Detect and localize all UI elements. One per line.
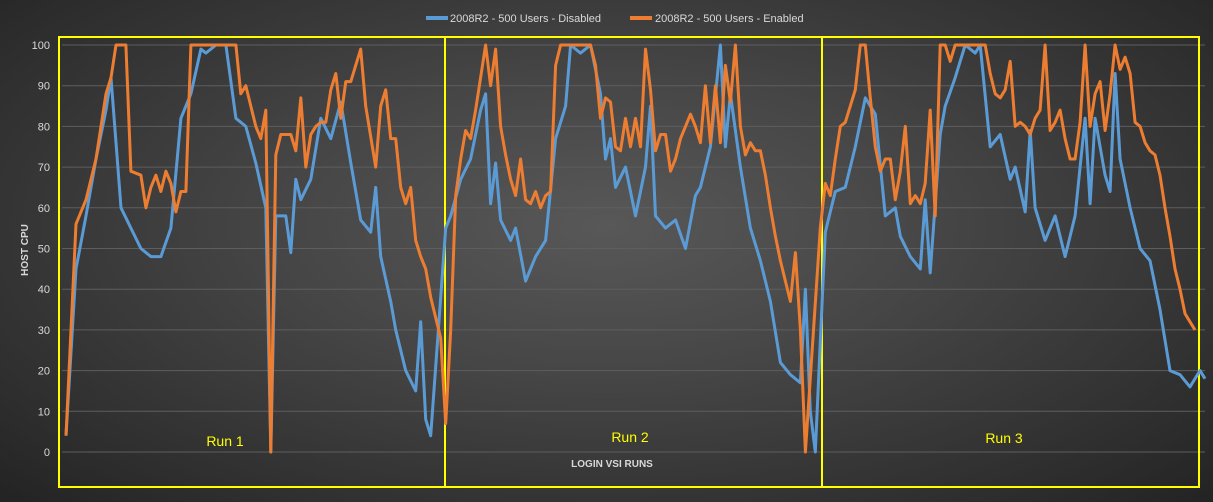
y-tick-label: 40: [38, 284, 50, 296]
run-1-label: Run 1: [206, 433, 244, 449]
y-tick-label: 90: [38, 81, 50, 93]
run-box-3: [821, 36, 1200, 488]
run-3-label: Run 3: [985, 430, 1023, 446]
y-axis-ticks: 0 10 20 30 40 50 60 70 80 90 100: [32, 40, 50, 459]
y-tick-label: 50: [38, 244, 50, 256]
series-lines: [64, 43, 1207, 454]
x-axis-title: LOGIN VSI RUNS: [571, 459, 653, 470]
y-tick-label: 70: [38, 162, 50, 174]
y-tick-label: 30: [38, 325, 50, 337]
legend-swatch-enabled: [630, 16, 652, 20]
y-tick-label: 10: [38, 406, 50, 418]
run-boxes: [58, 36, 1200, 488]
legend: 2008R2 - 500 Users - Disabled 2008R2 - 5…: [426, 13, 804, 25]
legend-label-disabled: 2008R2 - 500 Users - Disabled: [450, 13, 601, 25]
series-line-enabled: [64, 43, 1197, 454]
run-2-label: Run 2: [611, 429, 649, 445]
legend-swatch-disabled: [426, 16, 448, 20]
y-tick-label: 0: [44, 447, 50, 459]
legend-label-enabled: 2008R2 - 500 Users - Enabled: [655, 13, 804, 25]
y-axis-title: HOST CPU: [20, 224, 31, 276]
y-tick-label: 60: [38, 203, 50, 215]
y-tick-label: 80: [38, 121, 50, 133]
y-tick-label: 100: [32, 40, 50, 52]
run-box-2: [444, 36, 823, 488]
y-tick-label: 20: [38, 366, 50, 378]
